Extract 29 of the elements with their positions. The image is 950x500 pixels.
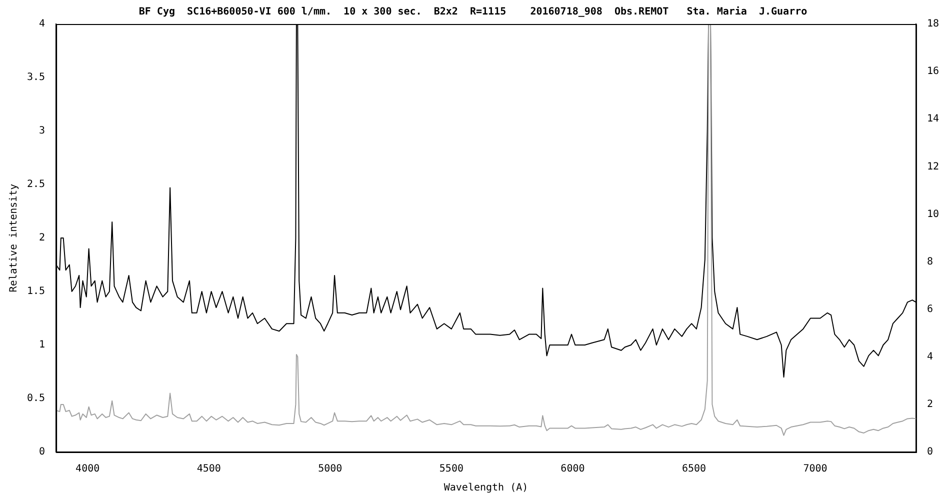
y-tick-label: 2.5 bbox=[27, 179, 46, 190]
y-tick-label: 3 bbox=[39, 126, 46, 137]
y2-tick-label: 6 bbox=[926, 304, 933, 315]
y2-tick-label: 4 bbox=[926, 351, 933, 362]
x-tick-label: 6000 bbox=[560, 464, 585, 475]
y2-tick-label: 16 bbox=[926, 66, 940, 78]
chart-title: BF Cyg SC16+B60050-VI 600 l/mm. 10 x 300 sec. B2x2 R=1115 20160718_908 Obs.REMOT Sta. Maria J.Guarro bbox=[138, 6, 808, 18]
x-tick-label: 5500 bbox=[439, 464, 464, 475]
x-tick-label: 4500 bbox=[196, 464, 221, 475]
y-tick-label: 0.5 bbox=[27, 393, 46, 404]
x-tick-label: 6500 bbox=[682, 464, 706, 475]
y2-tick-label: 10 bbox=[926, 208, 940, 220]
y2-tick-label: 0 bbox=[926, 446, 933, 458]
y-tick-label: 4 bbox=[39, 18, 46, 30]
x-tick-label: 4000 bbox=[76, 464, 100, 475]
y-tick-label: 1 bbox=[39, 340, 46, 351]
y2-tick-label: 14 bbox=[926, 114, 940, 125]
y2-tick-label: 12 bbox=[926, 161, 940, 172]
y-axis-title: Relative intensity bbox=[8, 184, 20, 292]
y-tick-label: 3.5 bbox=[27, 72, 46, 84]
x-tick-label: 7000 bbox=[803, 464, 828, 475]
y-tick-label: 0 bbox=[39, 446, 46, 458]
y-tick-label: 1.5 bbox=[27, 286, 46, 298]
y2-tick-label: 8 bbox=[926, 256, 933, 268]
y-tick-label: 2 bbox=[39, 232, 46, 244]
x-tick-label: 5000 bbox=[318, 464, 342, 475]
y2-tick-label: 18 bbox=[926, 18, 940, 30]
y2-tick-label: 2 bbox=[926, 399, 933, 410]
x-axis-title: Wavelength (A) bbox=[444, 482, 528, 494]
